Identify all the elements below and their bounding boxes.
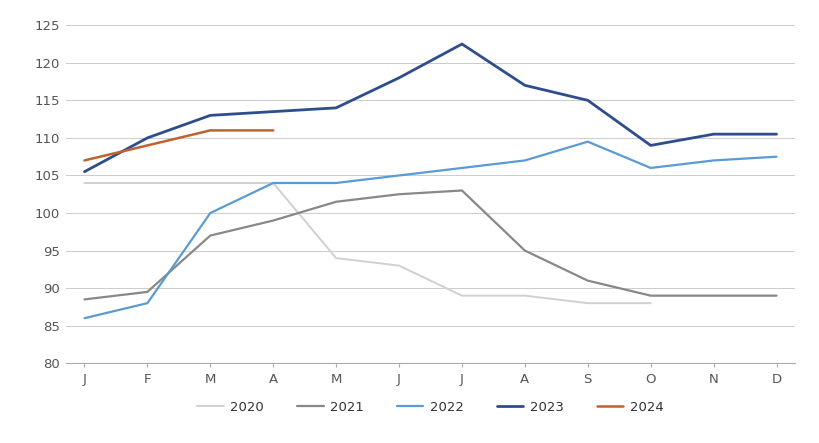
2021 [331,199,341,204]
2021 [268,218,278,223]
2023 [456,41,466,47]
2023 [268,109,278,114]
2023 [645,143,655,148]
2023 [79,169,89,175]
2021 [645,293,655,298]
2021 [519,248,529,253]
2022 [456,165,466,171]
2022 [268,180,278,186]
2021 [582,278,592,283]
2021 [771,293,781,298]
2020 [268,180,278,186]
2023 [394,75,404,81]
2022 [205,210,215,216]
2022 [645,165,655,171]
2023 [708,132,717,137]
2024 [79,158,89,163]
2022 [582,139,592,144]
2024 [205,128,215,133]
Line: 2023: 2023 [84,44,776,172]
2022 [708,158,717,163]
2022 [771,154,781,159]
2020 [519,293,529,298]
2020 [645,300,655,306]
2022 [519,158,529,163]
2024 [268,128,278,133]
2023 [582,98,592,103]
2022 [394,173,404,178]
2023 [771,132,781,137]
Legend: 2020, 2021, 2022, 2023, 2024: 2020, 2021, 2022, 2023, 2024 [192,395,668,419]
2023 [519,83,529,88]
2021 [143,289,152,295]
2020 [79,180,89,186]
2023 [143,135,152,140]
Line: 2022: 2022 [84,142,776,318]
2020 [456,293,466,298]
2020 [394,263,404,268]
2021 [79,297,89,302]
2021 [456,188,466,193]
2020 [331,256,341,261]
2020 [143,180,152,186]
2022 [143,300,152,306]
2024 [143,143,152,148]
Line: 2021: 2021 [84,190,776,299]
2023 [331,105,341,110]
Line: 2024: 2024 [84,130,273,160]
2022 [331,180,341,186]
2021 [205,233,215,238]
2021 [708,293,717,298]
2020 [205,180,215,186]
Line: 2020: 2020 [84,183,650,303]
2020 [582,300,592,306]
2023 [205,113,215,118]
2021 [394,191,404,197]
2022 [79,315,89,321]
